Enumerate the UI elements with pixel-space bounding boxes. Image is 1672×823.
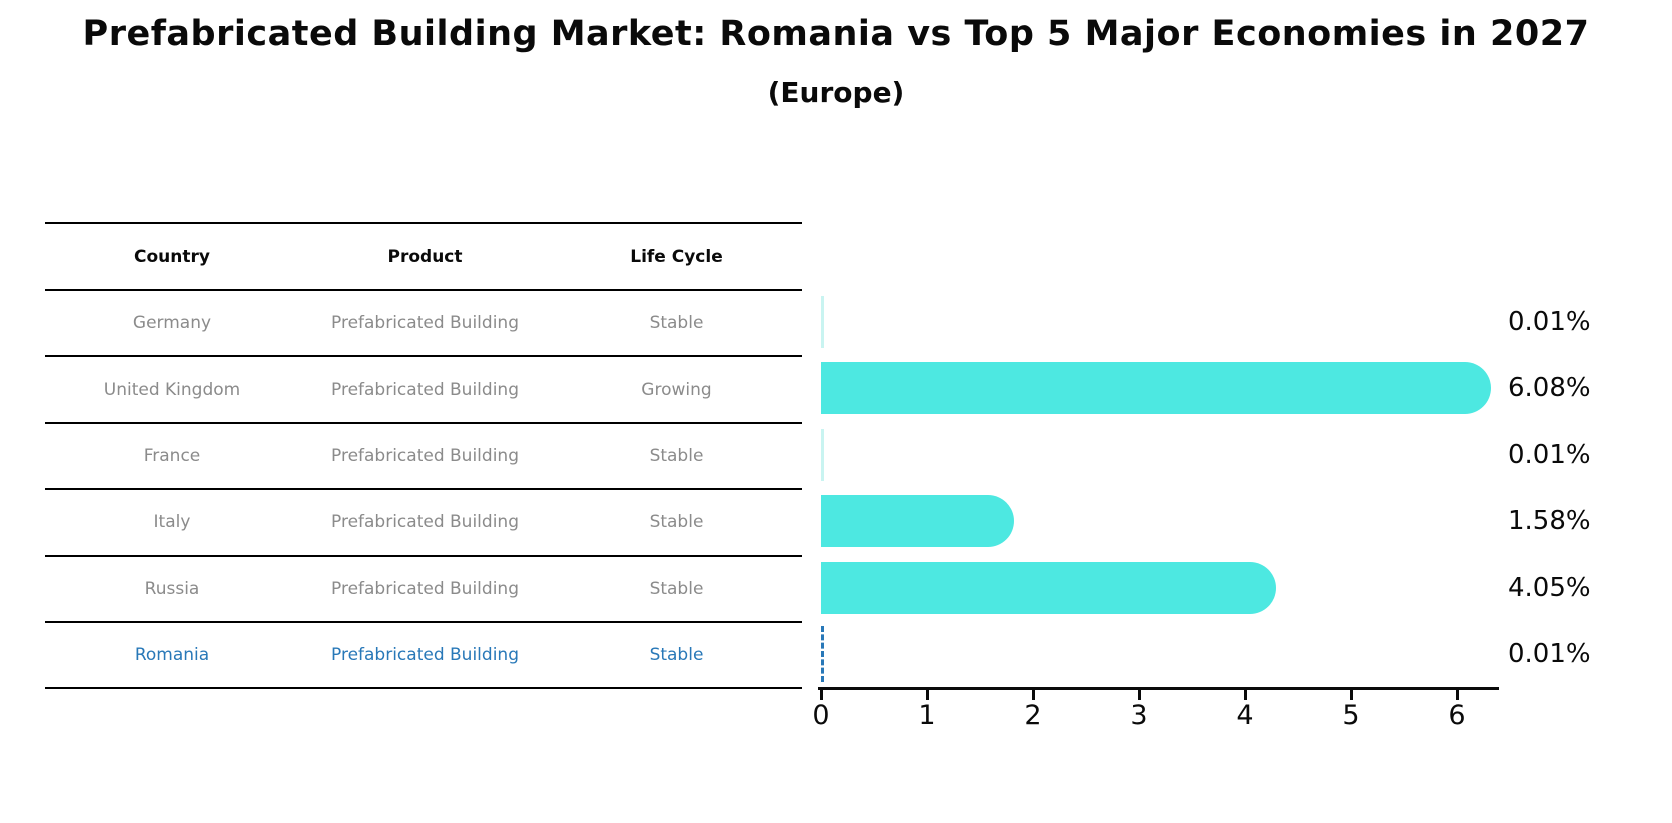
cell-life-cycle: Stable	[649, 645, 704, 666]
bar-value-label: 0.01%	[1508, 439, 1591, 470]
cell-country: France	[143, 445, 201, 466]
x-axis-tick-label: 2	[1024, 700, 1042, 731]
bar-france	[821, 428, 824, 481]
x-axis-tick	[820, 690, 823, 700]
bar-united-kingdom	[821, 362, 1492, 415]
cell-country: United Kingdom	[103, 379, 241, 400]
bar-germany	[821, 296, 824, 348]
x-axis-tick	[1244, 690, 1247, 700]
bar-value-label: 1.58%	[1508, 506, 1591, 537]
table-body: Germany Prefabricated Building Stable Un…	[45, 291, 802, 690]
x-axis-tick-label: 5	[1342, 700, 1360, 731]
header-cell-country: Country	[134, 246, 210, 267]
cell-product: Prefabricated Building	[331, 645, 519, 666]
table-row: Italy Prefabricated Building Stable	[45, 490, 802, 557]
bar-value-label: 4.05%	[1508, 572, 1591, 603]
x-axis-tick	[1138, 690, 1141, 700]
cell-product: Prefabricated Building	[331, 313, 519, 334]
header-cell-product: Product	[387, 246, 463, 267]
table-row: Romania Prefabricated Building Stable	[45, 623, 802, 690]
x-axis	[818, 687, 1499, 690]
bar-value-label: 0.01%	[1508, 307, 1591, 337]
x-axis-tick-label: 4	[1236, 700, 1254, 731]
cell-country: Romania	[134, 645, 210, 666]
cell-life-cycle: Stable	[649, 445, 704, 466]
table-row: Germany Prefabricated Building Stable	[45, 291, 802, 358]
data-table: Country Product Life Cycle Germany Prefa…	[45, 222, 802, 690]
bar-value-label: 6.08%	[1508, 373, 1591, 404]
cell-country: Germany	[132, 313, 212, 334]
cell-country: Russia	[144, 578, 200, 599]
bar-italy	[821, 495, 1015, 548]
bar-value-label: 0.01%	[1508, 639, 1591, 669]
x-axis-tick-label: 3	[1130, 700, 1148, 731]
x-axis-tick	[926, 690, 929, 700]
bar-russia	[821, 561, 1277, 614]
cell-product: Prefabricated Building	[331, 445, 519, 466]
x-axis-tick-label: 6	[1448, 700, 1466, 731]
header-cell-life-cycle: Life Cycle	[630, 246, 723, 267]
cell-life-cycle: Stable	[649, 313, 704, 334]
x-axis-tick	[1456, 690, 1459, 700]
x-axis-tick-label: 0	[812, 700, 830, 731]
table-row: United Kingdom Prefabricated Building Gr…	[45, 357, 802, 424]
table-header-row: Country Product Life Cycle	[45, 224, 802, 291]
table-row: France Prefabricated Building Stable	[45, 424, 802, 491]
cell-product: Prefabricated Building	[331, 512, 519, 533]
cell-life-cycle: Growing	[641, 379, 712, 400]
cell-life-cycle: Stable	[649, 578, 704, 599]
x-axis-tick-label: 1	[918, 700, 936, 731]
page-subtitle: (Europe)	[767, 76, 905, 109]
cell-life-cycle: Stable	[649, 512, 704, 533]
page-title: Prefabricated Building Market: Romania v…	[82, 14, 1590, 54]
table-row: Russia Prefabricated Building Stable	[45, 557, 802, 623]
x-axis-tick	[1032, 690, 1035, 700]
cell-country: Italy	[153, 512, 191, 533]
cell-product: Prefabricated Building	[331, 578, 519, 599]
bar-romania	[821, 626, 824, 682]
cell-product: Prefabricated Building	[331, 379, 519, 400]
x-axis-tick	[1350, 690, 1353, 700]
